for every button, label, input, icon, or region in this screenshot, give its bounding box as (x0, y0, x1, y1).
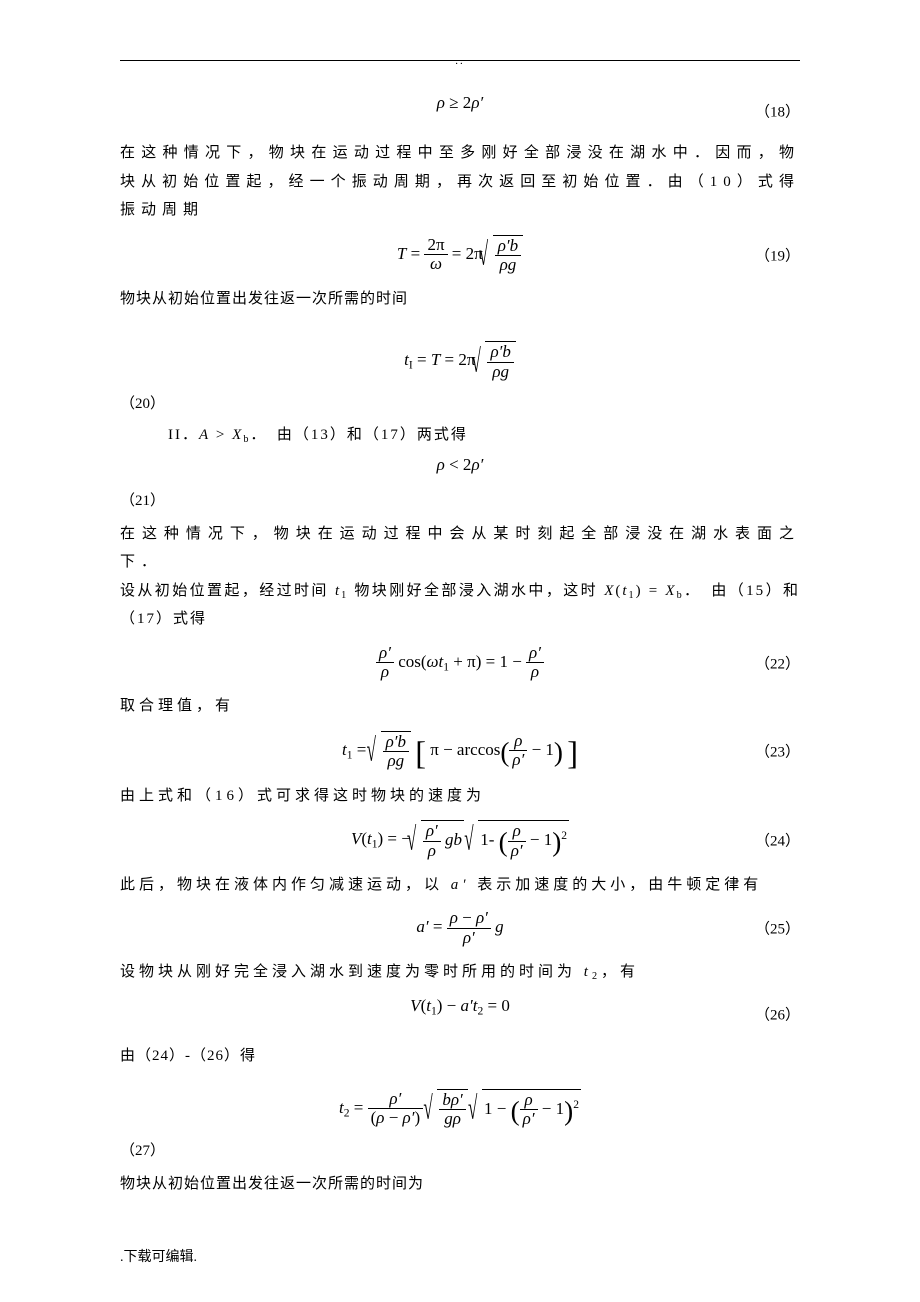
equation-24: V(t1) = −ρ′ρ gb 1- (ρρ′ − 1)2 （24） (120, 820, 800, 860)
equation-25: a′ = ρ − ρ′ρ′ g （25） (120, 909, 800, 947)
paragraph-3: 在这种情况下，物块在运动过程中会从某时刻起全部浸没在湖水表面之下． (120, 520, 800, 577)
equation-27-num: （27） (120, 1139, 800, 1160)
paragraph-9: 由（24）-（26）得 (120, 1042, 800, 1071)
equation-19-num: （19） (755, 244, 800, 265)
paragraph-2: 物块从初始位置出发往返一次所需的时间 (120, 285, 800, 314)
equation-22-num: （22） (755, 652, 800, 673)
equation-18-body: ρ ≥ 2ρ′ (120, 93, 800, 113)
equation-24-body: V(t1) = −ρ′ρ gb 1- (ρρ′ − 1)2 (120, 820, 800, 860)
equation-21-body: ρ < 2ρ′ (120, 455, 800, 475)
equation-18: ρ ≥ 2ρ′ （18） (120, 93, 800, 129)
equation-26-num: （26） (755, 1004, 800, 1025)
equation-25-num: （25） (755, 918, 800, 939)
equation-23-num: （23） (755, 741, 800, 762)
equation-21-num: （21） (120, 489, 800, 510)
equation-19-body: T = 2πω = 2πρ′bρg (120, 235, 800, 275)
paragraph-5: 取合理值，有 (120, 692, 800, 721)
paragraph-4: 设从初始位置起，经过时间 t1 物块刚好全部浸入湖水中，这时 X(t1) = X… (120, 577, 800, 634)
equation-24-num: （24） (755, 830, 800, 851)
equation-26-body: V(t1) − a′t2 = 0 (120, 996, 800, 1017)
equation-20: tI = T = 2πρ′bρg (120, 341, 800, 381)
equation-19: T = 2πω = 2πρ′bρg （19） (120, 235, 800, 275)
equation-26: V(t1) − a′t2 = 0 （26） (120, 996, 800, 1032)
equation-23-body: t1 = ρ′bρg [ π − arccos(ρρ′ − 1) ] (120, 731, 800, 772)
case-2-heading: II．A > Xb． 由（13）和（17）两式得 (120, 423, 800, 445)
page: .. ρ ≥ 2ρ′ （18） 在这种情况下，物块在运动过程中至多刚好全部浸没在… (0, 0, 920, 1302)
equation-23: t1 = ρ′bρg [ π − arccos(ρρ′ − 1) ] （23） (120, 731, 800, 772)
equation-22: ρ′ρ cos(ωt1 + π) = 1 − ρ′ρ （22） (120, 644, 800, 682)
equation-18-num: （18） (755, 101, 800, 122)
equation-20-body: tI = T = 2πρ′bρg (120, 341, 800, 381)
paragraph-6: 由上式和（16）式可求得这时物块的速度为 (120, 782, 800, 811)
paragraph-7: 此后，物块在液体内作匀减速运动，以 a′ 表示加速度的大小，由牛顿定律有 (120, 871, 800, 900)
equation-25-body: a′ = ρ − ρ′ρ′ g (120, 909, 800, 947)
paragraph-10: 物块从初始位置出发往返一次所需的时间为 (120, 1170, 800, 1199)
paragraph-8: 设物块从刚好完全浸入湖水到速度为零时所用的时间为 t2，有 (120, 958, 800, 987)
equation-27-body: t2 = ρ′(ρ − ρ′) bρ′gρ 1 − (ρρ′ − 1)2 (120, 1089, 800, 1129)
paragraph-1: 在这种情况下，物块在运动过程中至多刚好全部浸没在湖水中．因而，物块从初始位置起，… (120, 139, 800, 225)
header-mark: .. (120, 55, 800, 67)
equation-20-num: （20） (120, 392, 800, 413)
equation-27: t2 = ρ′(ρ − ρ′) bρ′gρ 1 − (ρρ′ − 1)2 (120, 1089, 800, 1129)
footer-text: .下载可编辑. (120, 1246, 197, 1266)
equation-22-body: ρ′ρ cos(ωt1 + π) = 1 − ρ′ρ (120, 644, 800, 682)
equation-21: ρ < 2ρ′ (120, 455, 800, 479)
